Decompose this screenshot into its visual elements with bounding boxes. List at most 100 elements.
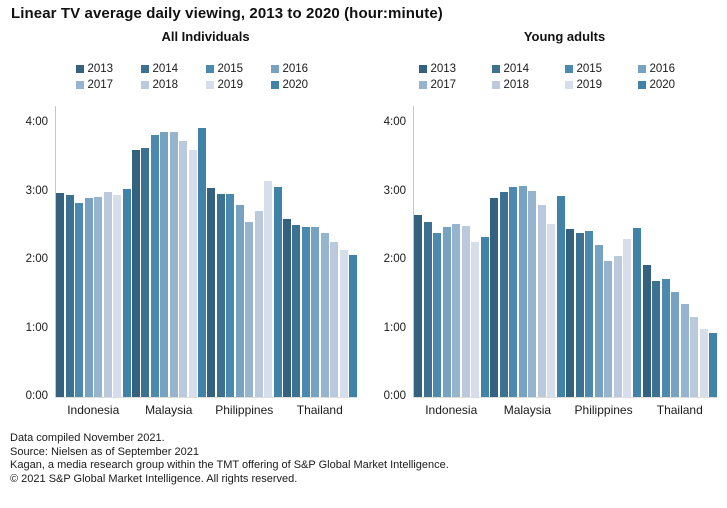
x-axis-label-indonesia: Indonesia [425, 403, 478, 417]
bar-young-adults-indonesia-2014 [423, 221, 432, 397]
legend-item-2018: 2018 [491, 79, 565, 91]
y-tick-label: 1:00 [383, 321, 406, 334]
legend-item-2018: 2018 [140, 79, 206, 91]
legend-swatch-icon [418, 65, 427, 73]
footnote-line: Source: Nielsen as of September 2021 [10, 445, 199, 458]
legend-label: 2016 [649, 63, 676, 75]
legend-item-2015: 2015 [205, 63, 271, 75]
bar-all-individuals-indonesia-2020 [122, 189, 131, 397]
bar-young-adults-thailand-2017 [680, 303, 689, 397]
bar-young-adults-philippines-2013 [566, 228, 575, 397]
y-tick-label: 2:00 [383, 253, 406, 265]
bar-young-adults-malaysia-2017 [528, 190, 537, 397]
y-axis-line [413, 106, 414, 398]
legend-item-2014: 2014 [140, 63, 206, 75]
bar-group-philippines [207, 117, 282, 397]
bar-all-individuals-thailand-2013 [282, 218, 291, 397]
bar-all-individuals-philippines-2015 [226, 194, 234, 397]
bar-young-adults-thailand-2014 [652, 281, 660, 397]
x-axis-label-philippines: Philippines [574, 403, 633, 417]
bar-all-individuals-indonesia-2016 [84, 198, 93, 397]
x-axis-label-malaysia: Malaysia [145, 403, 193, 417]
legend-swatch-icon [75, 81, 84, 89]
bar-young-adults-philippines-2015 [585, 231, 594, 397]
bar-all-individuals-indonesia-2018 [103, 191, 112, 397]
bar-all-individuals-thailand-2015 [301, 227, 310, 397]
legend-item-2015: 2015 [564, 63, 638, 75]
y-axis-line [55, 106, 56, 398]
bar-group-thailand [282, 117, 357, 397]
bar-all-individuals-philippines-2016 [235, 205, 244, 397]
y-tick-label: 4:00 [25, 116, 48, 128]
bar-young-adults-thailand-2020 [709, 332, 717, 397]
bar-young-adults-malaysia-2020 [556, 196, 565, 397]
y-tick-label: 3:00 [25, 184, 48, 197]
bar-all-individuals-philippines-2014 [216, 194, 225, 397]
bar-young-adults-indonesia-2018 [461, 225, 470, 397]
bar-group-malaysia [490, 117, 565, 397]
bar-all-individuals-indonesia-2015 [75, 203, 83, 397]
bar-all-individuals-malaysia-2015 [150, 134, 159, 397]
footnote-line: Data compiled November 2021. [10, 432, 165, 444]
bar-all-individuals-thailand-2018 [330, 241, 338, 397]
bar-all-individuals-indonesia-2017 [94, 197, 102, 397]
legend-row: 2013 2014 2015 2016 [55, 63, 356, 75]
bar-group-indonesia [414, 117, 489, 397]
legend-swatch-icon [75, 65, 84, 73]
bar-young-adults-malaysia-2018 [537, 204, 546, 397]
legend-label: 2014 [503, 63, 530, 75]
legend-swatch-icon [564, 65, 573, 73]
bar-all-individuals-malaysia-2019 [188, 150, 197, 397]
legend-row: 2017 2018 2019 2020 [413, 79, 716, 91]
bar-all-individuals-malaysia-2017 [169, 131, 178, 397]
legend-item-2013: 2013 [418, 63, 492, 75]
bar-young-adults-thailand-2016 [671, 292, 679, 397]
y-tick-label: 3:00 [383, 184, 406, 197]
legend-swatch-icon [140, 65, 149, 73]
x-axis-baseline [413, 397, 717, 398]
figure-title: Linear TV average daily viewing, 2013 to… [11, 5, 443, 22]
legend-item-2019: 2019 [205, 79, 271, 91]
legend-label: 2019 [217, 79, 244, 91]
legend-label: 2015 [576, 63, 603, 75]
bar-young-adults-malaysia-2019 [547, 224, 556, 397]
legend-label: 2020 [649, 79, 676, 91]
bar-all-individuals-indonesia-2014 [65, 194, 74, 397]
x-axis-label-thailand: Thailand [656, 403, 703, 417]
bar-young-adults-malaysia-2013 [490, 197, 499, 397]
figure-footnotes: Data compiled November 2021. Source: Nie… [10, 432, 449, 486]
bar-young-adults-indonesia-2016 [442, 227, 451, 397]
bar-young-adults-indonesia-2015 [433, 232, 441, 397]
x-axis-baseline [55, 397, 357, 398]
bar-young-adults-indonesia-2020 [480, 236, 489, 397]
bar-all-individuals-philippines-2019 [264, 181, 272, 397]
legend-label: 2017 [87, 79, 114, 91]
legend-label: 2013 [87, 63, 114, 75]
legend-swatch-icon [637, 65, 646, 73]
bar-young-adults-thailand-2019 [699, 328, 708, 397]
chart-subtitle-young-adults: Young adults [523, 29, 606, 44]
legend-swatch-icon [140, 81, 149, 89]
bar-all-individuals-indonesia-2019 [113, 194, 121, 397]
legend-item-2020: 2020 [637, 79, 711, 91]
bar-young-adults-indonesia-2017 [452, 223, 460, 397]
legend-item-2017: 2017 [75, 79, 141, 91]
y-tick-label: 1:00 [25, 321, 48, 334]
bar-all-individuals-thailand-2017 [320, 233, 329, 397]
legend-swatch-icon [491, 81, 500, 89]
legend-label: 2014 [152, 63, 179, 75]
x-axis-label-malaysia: Malaysia [503, 403, 552, 417]
legend-label: 2018 [152, 79, 179, 91]
bar-young-adults-philippines-2017 [604, 260, 613, 397]
bar-group-indonesia [56, 117, 131, 397]
y-tick-label: 0:00 [25, 390, 48, 402]
bar-young-adults-philippines-2020 [632, 227, 641, 397]
bar-all-individuals-philippines-2020 [273, 186, 282, 397]
bar-young-adults-indonesia-2013 [414, 214, 422, 397]
bar-young-adults-malaysia-2016 [518, 186, 527, 397]
bar-young-adults-malaysia-2014 [499, 192, 508, 397]
bar-all-individuals-malaysia-2016 [160, 131, 168, 397]
y-tick-label: 2:00 [25, 253, 48, 265]
legend-label: 2017 [430, 79, 457, 91]
